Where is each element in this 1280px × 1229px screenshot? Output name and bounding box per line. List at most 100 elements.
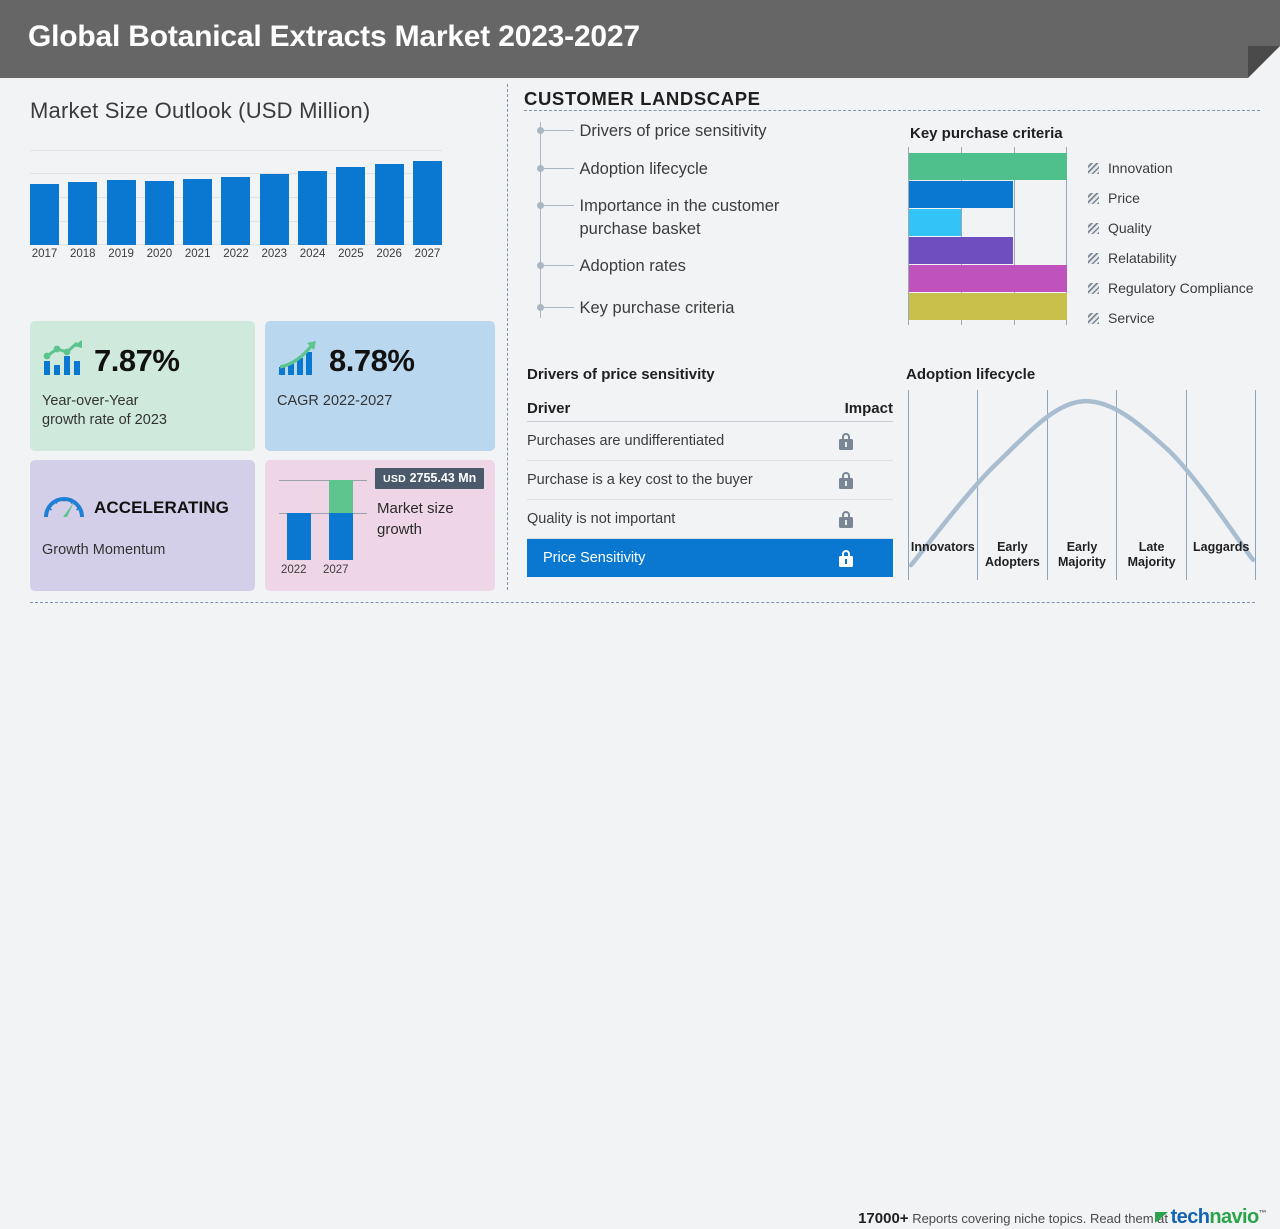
- cagr-value: 8.78%: [329, 342, 415, 378]
- brand-trademark: ™: [1258, 1208, 1267, 1218]
- kpc-gridline: [1014, 147, 1015, 325]
- kpc-legend-label: Regulatory Compliance: [1108, 280, 1254, 296]
- market-size-bar: [30, 183, 59, 245]
- cagr-description: CAGR 2022-2027: [265, 382, 495, 411]
- customer-landscape-item-label: Drivers of price sensitivity: [579, 122, 767, 140]
- market-size-tick-label: 2027: [414, 248, 441, 260]
- market-size-tick-label: 2026: [376, 248, 402, 260]
- customer-landscape-item[interactable]: Drivers of price sensitivity: [536, 120, 767, 143]
- adoption-stage-label: Laggards: [1193, 540, 1250, 554]
- lock-icon[interactable]: [839, 432, 853, 450]
- market-size-tick-label: 2022: [223, 248, 249, 260]
- bar-chart-growth-icon: [42, 339, 86, 382]
- technavio-mark-icon: [1154, 1212, 1168, 1223]
- bullet-dot-icon: [536, 262, 544, 269]
- kpc-legend-item: Price: [1088, 183, 1278, 213]
- kpc-gridline: [961, 147, 962, 325]
- market-size-tick-label: 2025: [338, 248, 364, 260]
- kpc-gridline: [1066, 147, 1067, 325]
- connector-line: [543, 307, 574, 308]
- lock-icon[interactable]: [839, 510, 853, 528]
- adoption-gridline: [1047, 390, 1048, 580]
- hatched-square-icon: [1088, 162, 1099, 174]
- hatched-square-icon: [1088, 222, 1099, 234]
- kpc-gridline: [908, 147, 909, 325]
- adoption-stage-label: Early Majority: [1058, 540, 1106, 569]
- key-purchase-criteria-legend: Innovation Price Quality Relatability Regula…: [1088, 153, 1278, 333]
- adoption-gridline: [1186, 390, 1187, 580]
- drivers-col-driver: Driver: [527, 400, 571, 417]
- market-size-tick-label: 2017: [31, 248, 58, 260]
- brand-part-2: navio: [1209, 1206, 1259, 1228]
- hatched-square-icon: [1088, 282, 1099, 294]
- kpc-legend-item: Relatability: [1088, 243, 1278, 273]
- momentum-value: ACCELERATING: [94, 497, 229, 517]
- market-size-bar: [221, 176, 251, 245]
- lock-icon[interactable]: [839, 471, 853, 489]
- mini-label-2027: 2027: [323, 564, 349, 576]
- momentum-description-line1: Growth Momentum: [42, 542, 166, 558]
- table-row[interactable]: Purchase is a key cost to the buyer: [527, 461, 893, 500]
- bar-chart-arrow-icon: [277, 339, 321, 382]
- market-size-bar: [106, 180, 136, 245]
- market-size-tick-label: 2019: [108, 248, 134, 260]
- lock-icon[interactable]: [839, 549, 853, 567]
- customer-landscape-item[interactable]: Adoption rates: [536, 255, 686, 278]
- market-size-bar: [183, 179, 213, 245]
- drivers-table-header: Driver Impact: [527, 396, 893, 422]
- hatched-square-icon: [1088, 252, 1099, 264]
- speedometer-icon: [42, 490, 86, 525]
- page-footer: 17000+ Reports covering niche topics. Re…: [0, 602, 1280, 1228]
- connector-line: [543, 168, 574, 169]
- yoy-value: 7.87%: [94, 342, 180, 378]
- key-purchase-criteria-chart: [908, 147, 1067, 325]
- driver-name: Purchases are undifferentiated: [527, 433, 725, 449]
- market-size-bar: [144, 181, 174, 245]
- brand-part-1: tech: [1170, 1206, 1210, 1228]
- connector-line: [543, 130, 574, 131]
- kpc-bar: [909, 237, 1014, 264]
- market-size-tick-label: 2018: [70, 248, 96, 260]
- driver-name: Purchase is a key cost to the buyer: [527, 472, 753, 488]
- drivers-table-title: Drivers of price sensitivity: [527, 366, 715, 383]
- yoy-description-line2: growth rate of 2023: [42, 412, 167, 428]
- table-row[interactable]: Quality is not important: [527, 500, 893, 539]
- bullet-dot-icon: [536, 304, 544, 311]
- driver-name: Quality is not important: [527, 511, 676, 527]
- adoption-gridline: [1255, 390, 1256, 580]
- market-size-bar: [298, 171, 328, 245]
- adoption-stage-label: Late Majority: [1127, 540, 1176, 569]
- market-size-bar: [336, 167, 366, 245]
- technavio-logo[interactable]: technavio™: [1154, 1206, 1267, 1229]
- bullet-dot-icon: [536, 127, 544, 134]
- customer-landscape-item-label: Importance in the customer purchase bask…: [579, 197, 780, 238]
- yoy-description: Year-over-Year growth rate of 2023: [30, 382, 255, 430]
- kpc-legend-label: Price: [1108, 190, 1140, 206]
- customer-landscape-spine: [540, 122, 541, 318]
- page-header: Global Botanical Extracts Market 2023-20…: [0, 0, 1280, 78]
- adoption-stage-label: Innovators: [910, 540, 975, 554]
- stat-card-cagr[interactable]: 8.78% CAGR 2022-2027: [265, 321, 495, 451]
- market-size-tick-label: 2024: [299, 248, 326, 260]
- cagr-description-line1: CAGR 2022-2027: [277, 393, 393, 409]
- stat-card-yoy[interactable]: 7.87% Year-over-Year growth rate of 2023: [30, 321, 255, 451]
- customer-landscape-item[interactable]: Importance in the customer purchase bask…: [536, 195, 830, 241]
- customer-landscape-item[interactable]: Adoption lifecycle: [536, 158, 708, 181]
- stat-card-market-size-growth[interactable]: 2022 2027 USD 2755.43 Mn Market size gro…: [265, 460, 495, 591]
- footer-report-count: 17000+: [858, 1210, 909, 1227]
- stat-card-momentum[interactable]: ACCELERATING Growth Momentum: [30, 460, 255, 591]
- table-row[interactable]: Purchases are undifferentiated: [527, 422, 893, 461]
- table-row[interactable]: Price Sensitivity: [527, 539, 893, 577]
- adoption-lifecycle-labels: Innovators Early Adopters Early Majority Late…: [908, 540, 1256, 570]
- usd-amount: 2755.43 Mn: [409, 471, 477, 485]
- adoption-lifecycle-title: Adoption lifecycle: [906, 366, 1036, 383]
- kpc-bar: [909, 293, 1067, 320]
- kpc-legend-label: Quality: [1108, 220, 1152, 236]
- usd-value-badge: USD 2755.43 Mn: [375, 468, 485, 489]
- bullet-dot-icon: [536, 165, 544, 172]
- customer-landscape-item[interactable]: Key purchase criteria: [536, 297, 735, 320]
- customer-landscape-underline: [524, 110, 1260, 111]
- drivers-col-impact: Impact: [844, 400, 893, 417]
- vertical-divider: [507, 84, 508, 590]
- kpc-legend-label: Service: [1108, 310, 1155, 326]
